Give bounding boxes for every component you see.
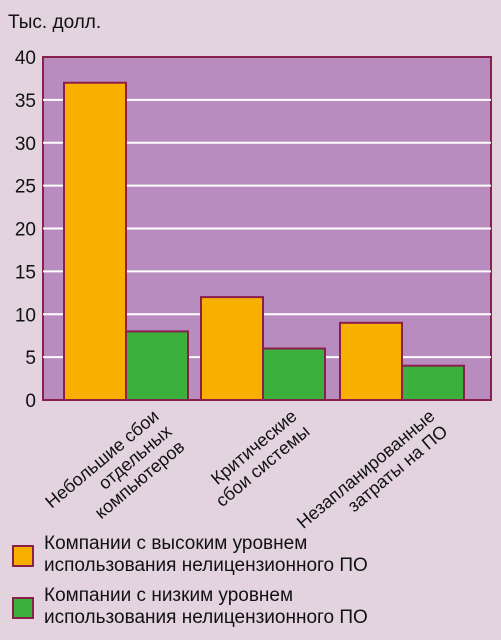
x-tick-label: Незапланированныезатраты на ПО xyxy=(293,406,452,530)
x-tick-label: Небольшие сбоиотдельныхкомпьютеров xyxy=(41,406,188,530)
x-tick-label: Критическиесбои системы xyxy=(199,406,313,511)
y-tick-label: 35 xyxy=(15,91,36,112)
bar-high-2 xyxy=(339,321,403,402)
bar-high-0 xyxy=(63,81,127,401)
y-tick-label: 20 xyxy=(15,220,36,241)
legend-swatch-high-usage xyxy=(12,545,34,567)
y-tick-label: 0 xyxy=(25,391,36,412)
y-tick-label: 5 xyxy=(25,348,36,369)
y-tick-label: 40 xyxy=(15,48,36,69)
bar-chart: Тыс. долл. 0 5 10 15 20 25 30 35 40 Небольшие сб… xyxy=(8,12,492,530)
y-tick-label: 25 xyxy=(15,177,36,198)
legend-label-low-usage: Компании с низким уровнем использования … xyxy=(44,585,368,628)
bar-low-1 xyxy=(262,347,326,401)
legend-item-high-usage: Компании с высоким уровнем использования… xyxy=(12,533,492,577)
legend-item-low-usage: Компании с низким уровнем использования … xyxy=(12,585,492,629)
bar-low-0 xyxy=(125,330,189,401)
legend-swatch-low-usage xyxy=(12,597,34,619)
y-tick-label: 30 xyxy=(15,134,36,155)
y-tick-label: 10 xyxy=(15,305,36,326)
y-tick-label: 15 xyxy=(15,262,36,283)
y-axis-label: Тыс. долл. xyxy=(8,12,101,33)
legend-label-high-usage: Компании с высоким уровнем использования… xyxy=(44,533,368,576)
bar-low-2 xyxy=(401,364,465,402)
bar-high-1 xyxy=(200,296,264,402)
